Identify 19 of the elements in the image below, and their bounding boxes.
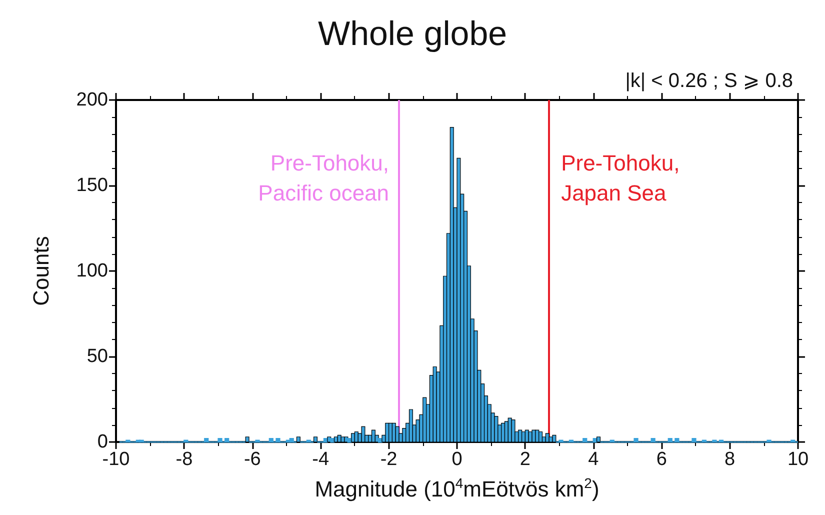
ref-line-label: Pre-Tohoku, Japan Sea [561, 150, 680, 206]
x-tick-label: 2 [520, 449, 530, 470]
x-tick-label: -2 [380, 449, 398, 470]
x-tick-label: -4 [312, 449, 330, 470]
y-tick-label: 100 [76, 260, 108, 282]
chart-title: Whole globe [318, 15, 508, 53]
x-tick-label: -6 [244, 449, 261, 470]
chart-subtitle: |k| < 0.26 ; S ⩾ 0.8 [625, 70, 794, 92]
x-tick-label: 0 [452, 449, 462, 470]
y-tick-label: 200 [76, 90, 108, 110]
ref-line-label: Pre-Tohoku, Pacific ocean [258, 150, 390, 206]
x-tick-label: 8 [724, 449, 736, 470]
y-tick-label: 150 [76, 175, 108, 196]
x-tick-label: 4 [588, 449, 600, 470]
x-tick-label: 6 [656, 449, 667, 470]
x-tick-label: 10 [787, 449, 809, 470]
y-tick-label: 50 [86, 346, 108, 367]
y-axis-title: Counts [28, 236, 54, 306]
x-tick-label: -8 [176, 449, 193, 470]
